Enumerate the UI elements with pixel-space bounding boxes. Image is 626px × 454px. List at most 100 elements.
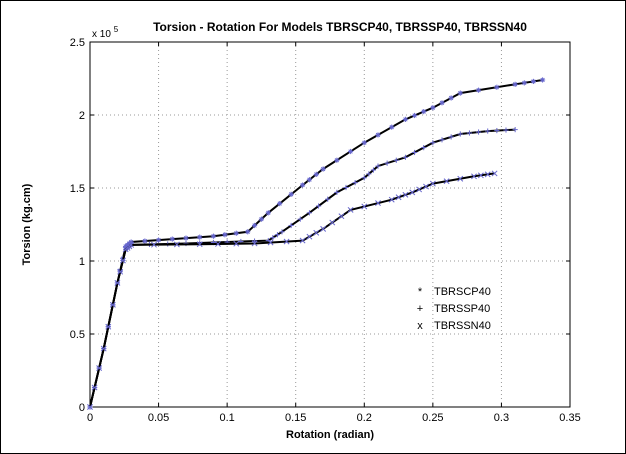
data-point (173, 241, 180, 248)
y-multiplier-base: x 10 (92, 29, 111, 40)
data-point (448, 95, 454, 101)
legend-marker: * (418, 286, 423, 298)
data-point (300, 182, 305, 188)
series-tbrscp40 (87, 77, 546, 410)
data-point (211, 234, 216, 239)
data-point (348, 149, 353, 154)
x-tick-label: 0 (87, 412, 93, 424)
data-point (443, 178, 450, 185)
legend-marker: + (417, 303, 423, 315)
x-tick-label: 0.3 (494, 412, 509, 424)
data-point (395, 194, 402, 201)
grid-lines (90, 42, 570, 407)
data-point (412, 113, 417, 118)
data-point (402, 191, 409, 198)
data-point (117, 268, 124, 275)
data-point (222, 232, 228, 237)
data-point (245, 229, 250, 234)
x-axis-label: Rotation (radian) (286, 429, 374, 441)
data-point (100, 345, 107, 352)
data-point (338, 213, 345, 220)
data-point (361, 203, 368, 210)
data-point (299, 237, 306, 244)
data-point (522, 80, 527, 86)
y-tick-label: 2 (79, 110, 85, 122)
data-point (421, 109, 426, 114)
data-point (314, 172, 319, 177)
data-point (458, 90, 463, 96)
data-point (170, 236, 175, 242)
data-point (484, 171, 491, 178)
x-tick-label: 0.2 (357, 412, 372, 424)
data-point (252, 223, 257, 228)
x-tick-label: 0.35 (559, 412, 580, 424)
y-tick-label: 1.5 (70, 183, 85, 195)
data-point (142, 238, 148, 244)
data-point (196, 241, 203, 248)
data-point (156, 237, 161, 243)
data-point (320, 225, 327, 232)
series-tbrssn40 (87, 170, 498, 410)
data-point (403, 117, 408, 122)
data-point (151, 241, 157, 248)
data-point (416, 186, 423, 193)
series-layer (87, 77, 546, 410)
data-point (329, 219, 336, 226)
y-axis-ticks: 0 0.5 1 1.5 2 2.5 (70, 37, 570, 414)
data-point (540, 77, 545, 83)
data-point (266, 210, 271, 215)
data-point (430, 105, 436, 110)
data-point (197, 234, 202, 240)
y-axis-multiplier: x 10 5 (92, 25, 119, 40)
data-point (288, 192, 294, 197)
data-point (476, 88, 481, 93)
y-axis-label: Torsion (kg.cm) (21, 183, 33, 265)
data-point (334, 158, 340, 163)
x-tick-label: 0.1 (219, 412, 234, 424)
data-point (477, 172, 484, 179)
data-point (307, 177, 312, 182)
legend-entry: TBRSSN40 (434, 320, 491, 332)
data-point (389, 124, 394, 130)
data-point (531, 79, 536, 84)
data-point (457, 175, 464, 182)
data-point (375, 200, 381, 207)
data-point (439, 100, 445, 106)
y-tick-label: 2.5 (70, 37, 85, 49)
data-point (471, 173, 477, 180)
data-point (375, 132, 381, 138)
y-tick-label: 0.5 (70, 329, 85, 341)
legend: * TBRSCP40 + TBRSSP40 x TBRSSN40 (417, 286, 491, 332)
data-point (388, 196, 395, 203)
data-point (109, 301, 116, 308)
data-point (128, 241, 135, 248)
data-point (494, 85, 500, 90)
data-point (313, 229, 320, 236)
data-point (91, 384, 98, 391)
data-point (320, 166, 326, 172)
x-axis-ticks: 0 0.05 0.1 0.15 0.2 0.25 0.3 0.35 (87, 42, 581, 424)
y-tick-label: 1 (79, 256, 85, 268)
data-point (362, 140, 367, 145)
y-tick-label: 0 (79, 402, 85, 414)
data-point (87, 404, 93, 410)
data-point (429, 180, 436, 187)
legend-marker: x (417, 320, 423, 332)
data-point (512, 82, 518, 87)
data-point (234, 231, 239, 236)
data-point (283, 238, 290, 245)
data-point (215, 241, 221, 247)
data-point (183, 235, 189, 241)
data-point (409, 189, 416, 196)
data-point (114, 279, 121, 286)
x-tick-label: 0.05 (148, 412, 169, 424)
data-point (423, 183, 429, 190)
x-tick-label: 0.25 (422, 412, 443, 424)
data-point (96, 365, 103, 372)
chart-title: Torsion - Rotation For Models TBRSCP40, … (153, 20, 527, 34)
legend-entry: TBRSCP40 (434, 286, 491, 298)
data-point (251, 240, 258, 247)
y-multiplier-exponent: 5 (114, 25, 119, 34)
data-point (119, 257, 126, 264)
